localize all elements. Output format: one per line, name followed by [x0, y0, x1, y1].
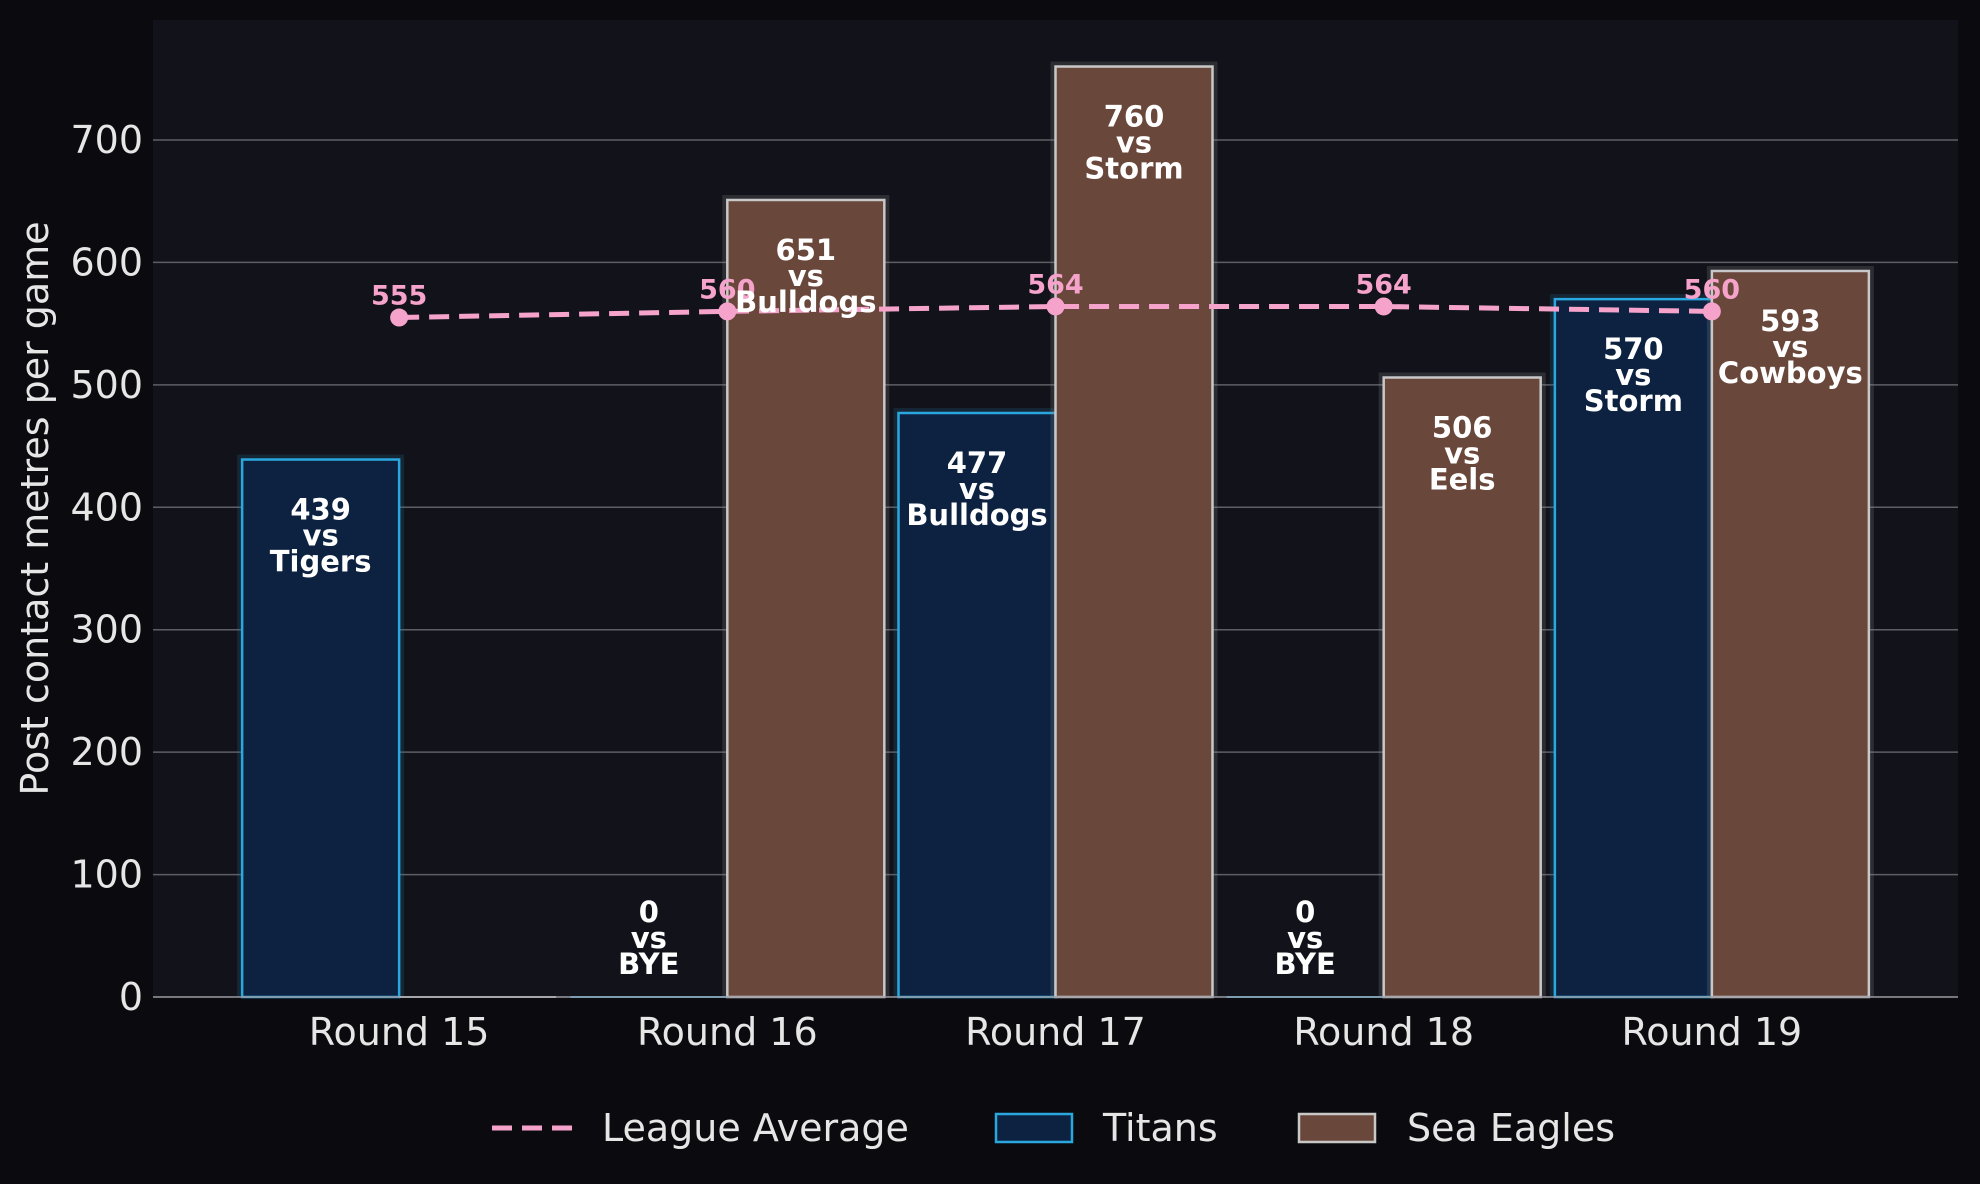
league-average-label: 564: [1027, 269, 1083, 300]
sea-eagles-bar-label: Eels: [1429, 462, 1496, 496]
titans-bar: [897, 411, 1057, 999]
titans-bar-label: Bulldogs: [906, 498, 1047, 532]
x-tick-label: Round 18: [1293, 1010, 1474, 1054]
titans-bar-label: vs: [303, 519, 339, 553]
titans-bar-label: 0: [639, 895, 659, 929]
league-average-label: 564: [1355, 269, 1411, 300]
sea-eagles-bar-label: Bulldogs: [735, 285, 876, 319]
x-tick-label: Round 16: [637, 1010, 818, 1054]
titans-bar-label: Tigers: [270, 545, 372, 579]
x-tick-label: Round 17: [965, 1010, 1146, 1054]
x-tick-label: Round 15: [309, 1010, 490, 1054]
titans-bar-label: 570: [1603, 332, 1664, 366]
sea-eagles-bar-label: vs: [1116, 126, 1152, 160]
league-average-path: [399, 303, 1712, 321]
sea-eagles-bar-label: 593: [1760, 304, 1821, 338]
y-tick-label: 100: [70, 853, 143, 897]
league-average-point: [1046, 297, 1065, 316]
league-average-point: [390, 308, 409, 327]
sea-eagles-bar: [1054, 65, 1214, 999]
sea-eagles-bar: [726, 198, 886, 999]
sea-eagles-bar-label: vs: [1444, 436, 1480, 470]
y-tick-label: 600: [70, 240, 143, 284]
legend-label-sea-eagles: Sea Eagles: [1407, 1106, 1615, 1150]
league-average-line: 555 560 564 564 560: [371, 269, 1740, 327]
sea-eagles-bar-label: 506: [1432, 410, 1493, 444]
league-average-label: 560: [1684, 274, 1740, 305]
titans-bar-label: BYE: [1275, 947, 1336, 981]
league-average-point: [1374, 297, 1393, 316]
legend: League Average Titans Sea Eagles: [492, 1106, 1615, 1150]
sea-eagles-bar-label: 760: [1104, 100, 1165, 134]
sea-eagles-bar-label: 651: [776, 233, 837, 267]
y-tick-label: 0: [119, 975, 143, 1019]
titans-bar-label: 477: [947, 446, 1008, 480]
data-labels: 439vsTigers0vsBYE477vsBulldogs0vsBYE570v…: [270, 100, 1863, 981]
y-tick-label: 500: [70, 363, 143, 407]
league-average-point: [1702, 302, 1721, 321]
legend-swatch-titans: [994, 1112, 1074, 1144]
titans-bar-label: vs: [1287, 921, 1323, 955]
titans-bar-label: vs: [631, 921, 667, 955]
titans-bar-label: 0: [1295, 895, 1315, 929]
sea-eagles-bar: [1382, 376, 1542, 999]
titans-bar-label: Storm: [1584, 384, 1683, 418]
y-axis-title: Post contact metres per game: [13, 221, 57, 795]
y-tick-label: 300: [70, 608, 143, 652]
y-tick-label: 200: [70, 730, 143, 774]
titans-bar-label: 439: [290, 493, 351, 527]
titans-bar-label: vs: [1615, 358, 1651, 392]
y-tick-label: 700: [70, 118, 143, 162]
titans-bar: [1553, 297, 1714, 999]
sea-eagles-bar-label: Cowboys: [1718, 356, 1863, 390]
league-average-point: [718, 302, 737, 321]
sea-eagles-bar-label: vs: [788, 259, 824, 293]
titans-bar: [240, 458, 401, 999]
sea-eagles-bar: [1710, 269, 1871, 999]
legend-label-titans: Titans: [1102, 1106, 1218, 1150]
x-tick-label: Round 19: [1622, 1010, 1803, 1054]
legend-label-league-average: League Average: [602, 1106, 909, 1150]
league-average-label: 560: [699, 274, 755, 305]
sea-eagles-bar-label: vs: [1772, 330, 1808, 364]
sea-eagles-bar-label: Storm: [1084, 152, 1183, 186]
y-tick-label: 400: [70, 485, 143, 529]
titans-bar-label: vs: [959, 472, 995, 506]
league-average-label: 555: [371, 281, 427, 312]
axes: 0 100 200 300 400 500 600 700 Round 15 Round 16 Ro…: [70, 118, 1958, 1054]
legend-swatch-sea-eagles: [1297, 1112, 1377, 1144]
titans-bar-label: BYE: [618, 947, 679, 981]
bars: [237, 61, 1874, 999]
